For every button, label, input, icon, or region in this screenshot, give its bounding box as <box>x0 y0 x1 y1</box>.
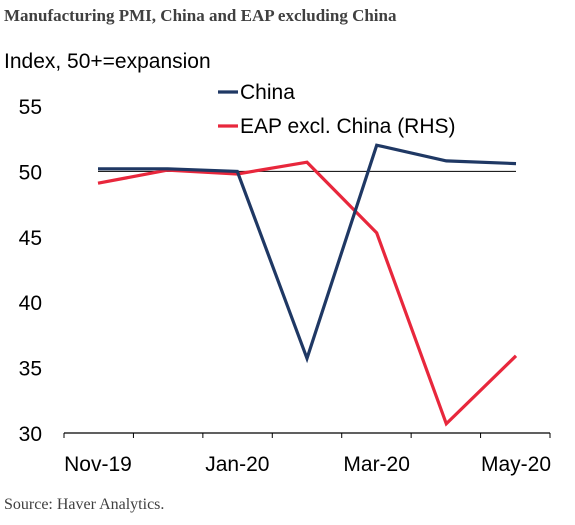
legend: China EAP excl. China (RHS) <box>218 81 456 138</box>
legend-label: China <box>240 81 295 104</box>
y-tick-labels: 30 35 40 45 50 55 <box>19 96 42 446</box>
series-lines <box>97 143 518 427</box>
y-tick-label: 40 <box>19 292 42 315</box>
x-tick-label: Jan-20 <box>205 453 269 476</box>
x-axis: Nov-19 Jan-20 Mar-20 May-20 <box>63 432 551 476</box>
series-line-china <box>98 143 517 364</box>
legend-label: EAP excl. China (RHS) <box>240 115 456 138</box>
y-tick-label: 35 <box>19 358 42 381</box>
series-line-eap-excl-china <box>97 160 518 427</box>
source-note: Source: Haver Analytics. <box>4 496 165 513</box>
y-tick-label: 45 <box>19 227 42 250</box>
chart-title: Manufacturing PMI, China and EAP excludi… <box>4 6 397 25</box>
y-tick-label: 50 <box>19 161 42 184</box>
y-axis-label: Index, 50+=expansion <box>4 50 211 73</box>
y-tick-label: 55 <box>19 96 42 119</box>
y-tick-label: 30 <box>19 423 42 446</box>
x-tick-label: Mar-20 <box>343 453 410 476</box>
x-tick-label: May-20 <box>481 453 551 476</box>
x-tick-label: Nov-19 <box>64 453 132 476</box>
